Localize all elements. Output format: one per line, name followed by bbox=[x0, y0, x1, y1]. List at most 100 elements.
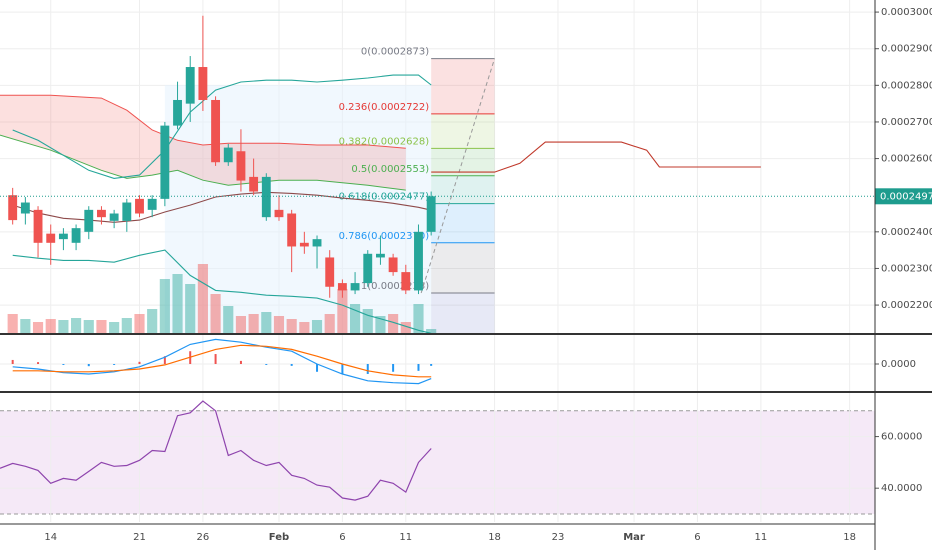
fib-label: 0(0.0002873) bbox=[361, 47, 429, 58]
fib-label: 0.382(0.0002628) bbox=[339, 136, 430, 147]
volume-bar bbox=[400, 322, 411, 334]
x-tick-label: 6 bbox=[339, 532, 345, 543]
candle-body bbox=[185, 67, 195, 104]
macd-histogram bbox=[430, 364, 433, 366]
cloud-lower bbox=[0, 134, 406, 191]
x-tick-label: 11 bbox=[755, 532, 768, 543]
candle-body bbox=[46, 233, 56, 243]
candle-body bbox=[84, 209, 94, 232]
candle-body bbox=[325, 257, 335, 287]
volume-bar bbox=[413, 304, 424, 334]
fib-label: 0.5(0.0002553) bbox=[351, 164, 429, 175]
volume-bar bbox=[197, 264, 208, 334]
rsi-line bbox=[0, 400, 432, 501]
volume-bar bbox=[83, 320, 94, 334]
volume-bar bbox=[248, 314, 259, 334]
candle-body bbox=[223, 147, 233, 163]
candle-body bbox=[249, 176, 259, 192]
volume-bar bbox=[172, 274, 183, 334]
y-tick-label: 0.0000 bbox=[881, 359, 916, 370]
candle-body bbox=[299, 242, 309, 247]
volume-bar bbox=[362, 309, 373, 334]
candle-body bbox=[198, 67, 208, 100]
range-highlight bbox=[164, 85, 432, 334]
candle-body bbox=[401, 272, 411, 291]
candle-body bbox=[236, 151, 246, 181]
macd-histogram bbox=[341, 364, 344, 374]
macd-histogram bbox=[392, 364, 395, 372]
candle-body bbox=[350, 283, 360, 291]
rsi-band bbox=[0, 410, 875, 514]
candle-body bbox=[147, 198, 157, 210]
macd-histogram bbox=[37, 362, 40, 364]
volume-bar bbox=[134, 314, 145, 334]
volume-bar bbox=[311, 320, 323, 334]
candle-body bbox=[20, 202, 30, 214]
volume-bar bbox=[109, 322, 120, 334]
candle-body bbox=[388, 257, 398, 273]
macd-histogram bbox=[214, 354, 217, 364]
volume-bar bbox=[121, 318, 132, 334]
candle-body bbox=[97, 209, 106, 218]
fib-zone bbox=[431, 113, 495, 149]
volume-bar bbox=[96, 320, 107, 334]
candle-body bbox=[414, 231, 423, 291]
candle-body bbox=[363, 253, 373, 284]
volume-bar bbox=[388, 314, 399, 334]
volume-bar bbox=[71, 318, 82, 334]
macd-histogram bbox=[239, 360, 242, 364]
x-tick-label: Mar bbox=[623, 532, 645, 543]
candle-body bbox=[135, 198, 144, 214]
x-tick-label: 18 bbox=[488, 532, 501, 543]
macd-histogram bbox=[265, 364, 268, 365]
y-tick-label: 40.0000 bbox=[881, 483, 922, 494]
macd-histogram bbox=[366, 364, 369, 374]
y-tick-label: 0.0002300 bbox=[881, 263, 932, 274]
candle-body bbox=[211, 99, 221, 163]
volume-bar bbox=[147, 309, 158, 334]
fib-zone bbox=[431, 242, 495, 293]
last-price-box bbox=[875, 188, 932, 205]
fib-zone bbox=[431, 175, 495, 204]
x-tick-label: 21 bbox=[133, 532, 146, 543]
volume-bar bbox=[273, 316, 285, 334]
candle-body bbox=[160, 125, 170, 199]
x-tick-label: 11 bbox=[399, 532, 412, 543]
volume-bar bbox=[45, 319, 56, 334]
candle-body bbox=[375, 253, 385, 258]
cloud-upper bbox=[0, 94, 406, 149]
macd-line bbox=[12, 344, 432, 378]
volume-bar bbox=[159, 279, 170, 334]
fib-zone bbox=[431, 58, 495, 114]
x-tick-label: 14 bbox=[44, 532, 57, 543]
fib-zone bbox=[431, 203, 495, 243]
overlay-line bbox=[431, 141, 761, 173]
x-tick-label: 26 bbox=[197, 532, 210, 543]
volume-bar bbox=[261, 312, 272, 334]
candle-body bbox=[122, 202, 132, 221]
volume-bar bbox=[375, 316, 386, 334]
volume-bar bbox=[426, 329, 437, 334]
x-tick-label: 6 bbox=[694, 532, 700, 543]
volume-bar bbox=[7, 314, 18, 334]
candle-body bbox=[337, 283, 347, 291]
fib-trend bbox=[420, 58, 496, 294]
candle-body bbox=[58, 233, 68, 240]
fib-label: 0.786(0.0002370) bbox=[339, 231, 430, 242]
volume-bar bbox=[32, 322, 44, 334]
macd-line bbox=[12, 338, 432, 385]
volume-bar bbox=[210, 294, 221, 334]
fib-label: 0.236(0.0002722) bbox=[339, 102, 430, 113]
candle-body bbox=[287, 213, 297, 247]
macd-histogram bbox=[316, 364, 319, 372]
candle-body bbox=[109, 213, 119, 221]
volume-bar bbox=[324, 314, 335, 334]
macd-histogram bbox=[11, 359, 14, 364]
candle-body bbox=[312, 239, 322, 247]
candle-body bbox=[274, 209, 284, 218]
macd-histogram bbox=[163, 356, 166, 364]
candle-body bbox=[173, 99, 182, 126]
overlay-line bbox=[12, 249, 432, 334]
